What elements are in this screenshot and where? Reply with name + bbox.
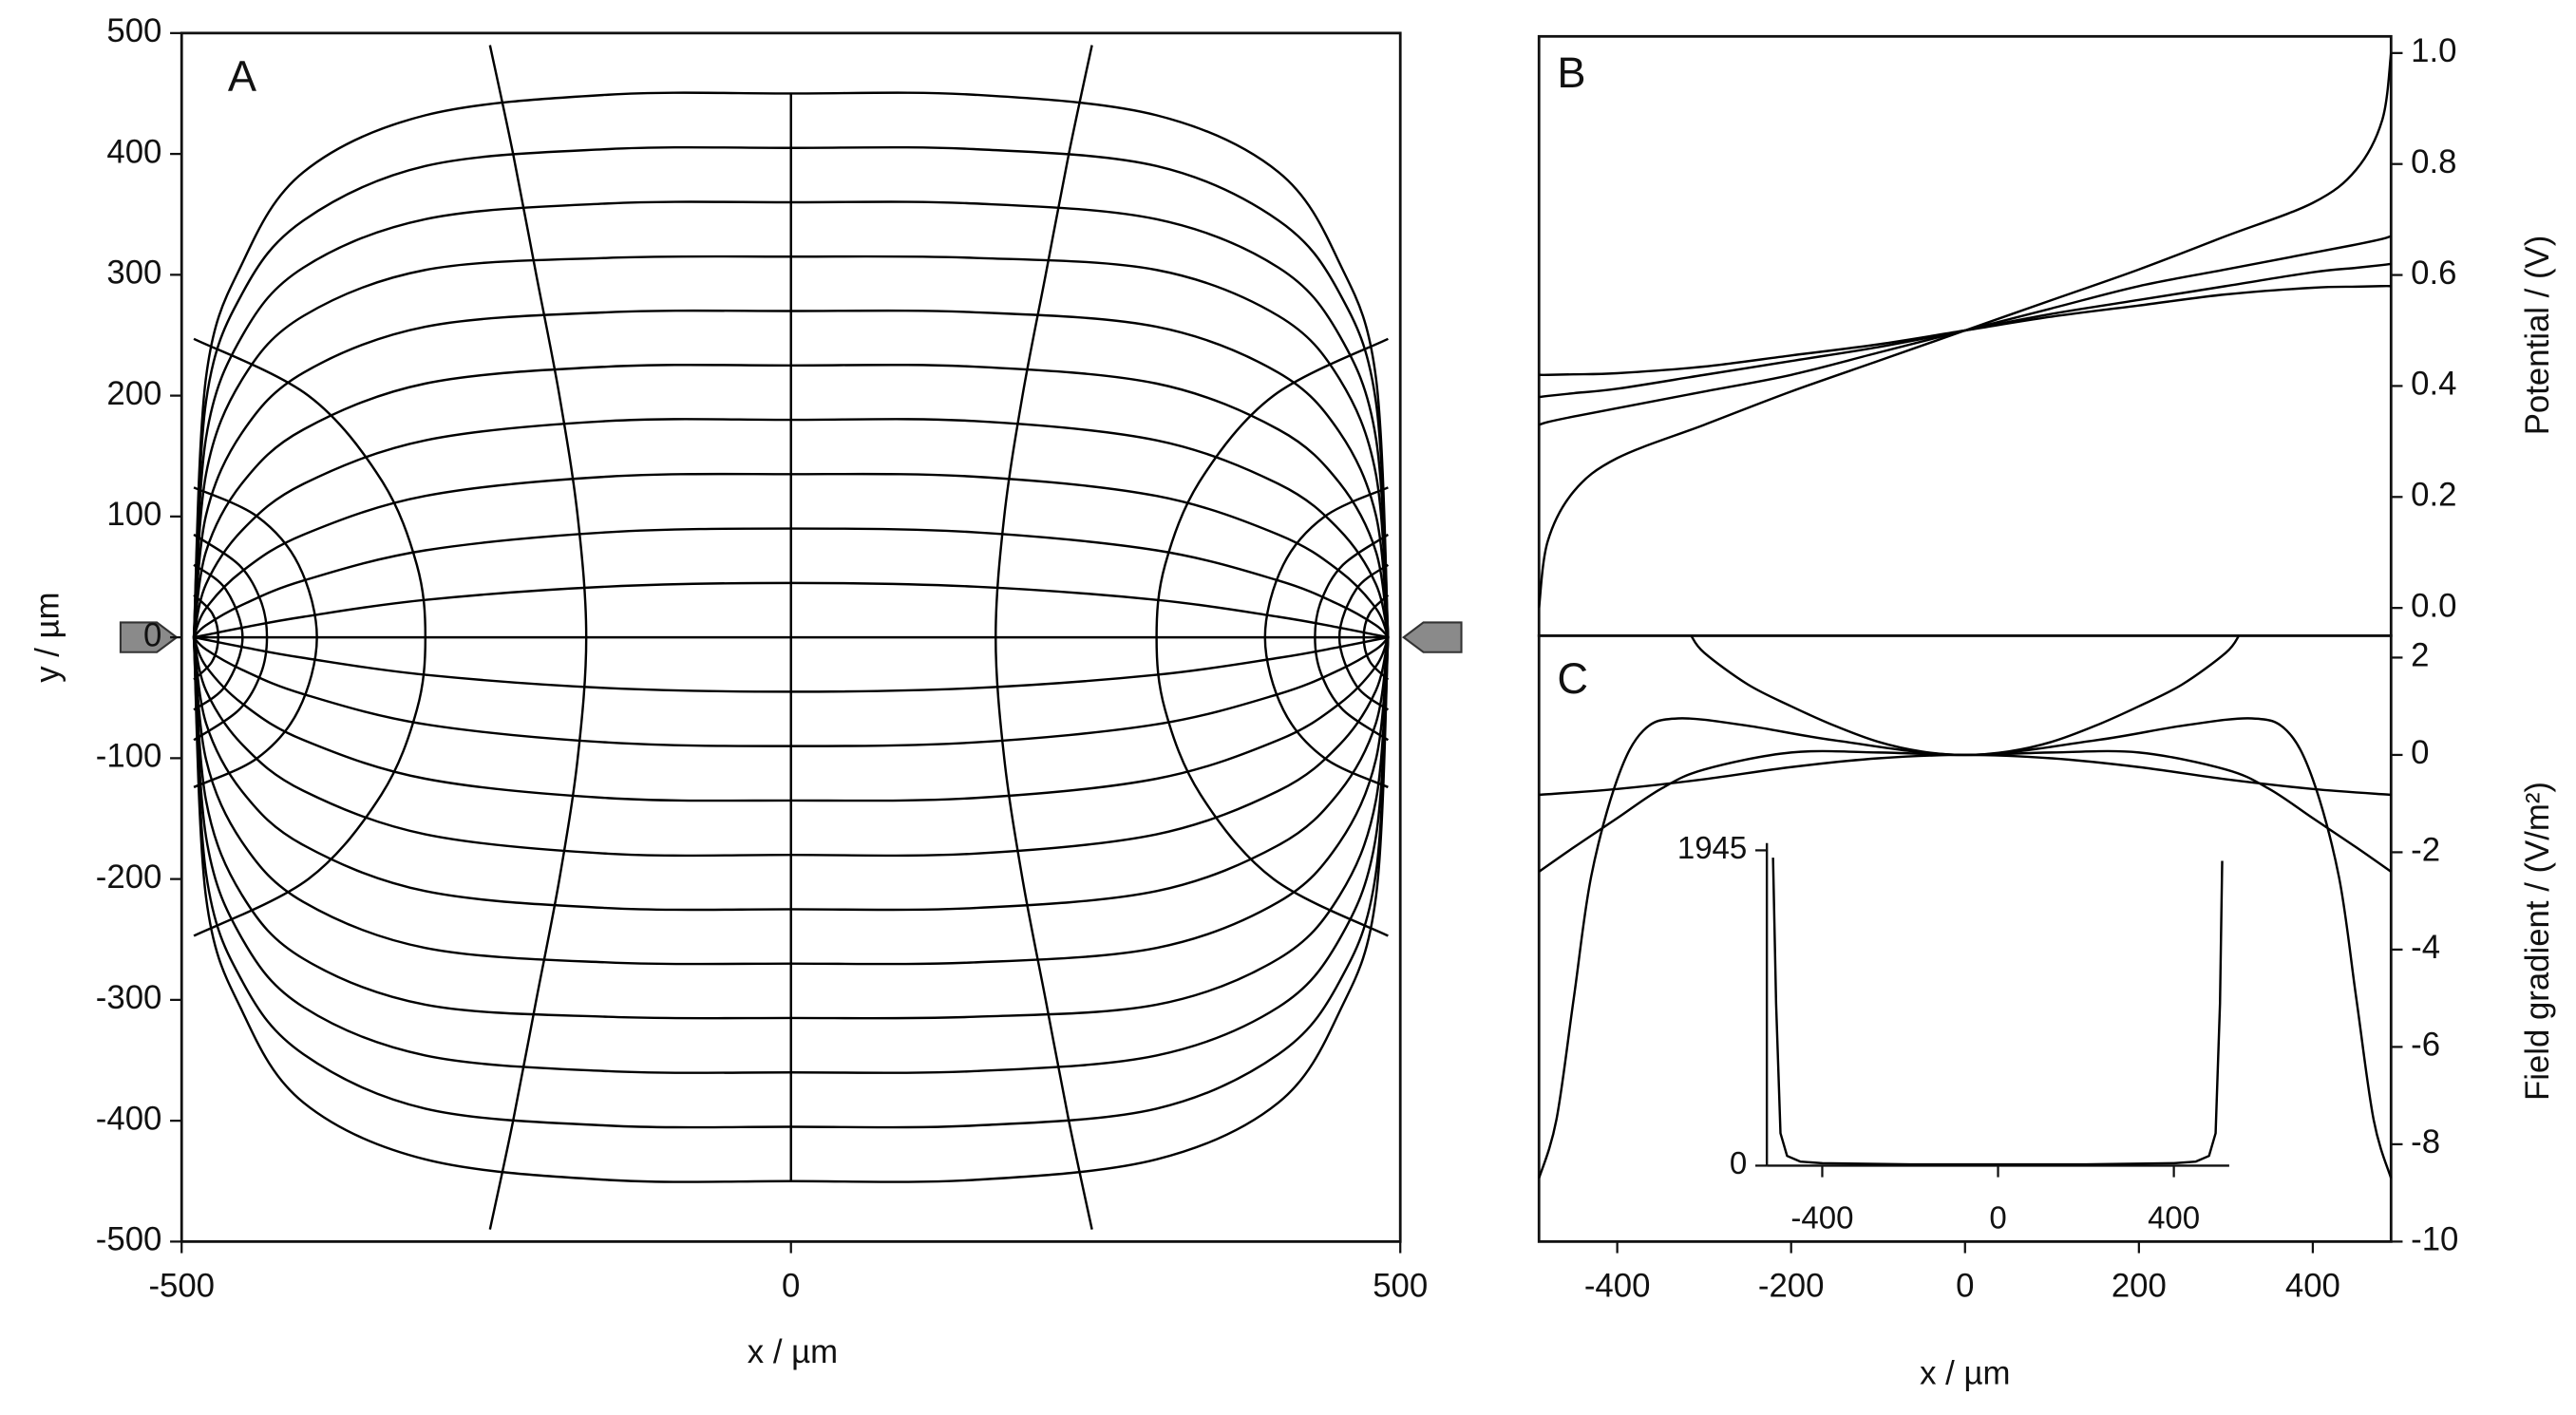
- curve: [1538, 717, 2393, 1179]
- curve: [488, 45, 588, 1230]
- curve: [1337, 563, 1390, 711]
- y-tick-label: 0: [2411, 735, 2429, 771]
- y-tick-label: 1.0: [2411, 33, 2456, 69]
- y-tick-label: 200: [106, 376, 161, 412]
- y-tick-label: 500: [106, 13, 161, 49]
- x-axis-label: x / µm: [1920, 1355, 2010, 1391]
- curve: [1538, 749, 2392, 873]
- y-tick-label: 1945: [1677, 830, 1747, 865]
- y-tick-label: 300: [106, 255, 161, 292]
- y-tick-label: 100: [106, 497, 161, 533]
- panel-label: A: [228, 51, 257, 100]
- curve: [1155, 337, 1389, 937]
- curve: [193, 563, 244, 711]
- y-axis-label: y / µm: [29, 592, 66, 682]
- curve: [1362, 594, 1390, 681]
- left-electrode: [119, 621, 179, 653]
- x-tick-label: 0: [1956, 1268, 1974, 1304]
- y-axis-label: Potential / (V): [2520, 236, 2556, 436]
- y-tick-label: -6: [2411, 1028, 2440, 1064]
- y-tick-label: -200: [96, 859, 162, 896]
- x-tick-label: 400: [2148, 1200, 2200, 1236]
- y-tick-label: 2: [2411, 638, 2429, 674]
- curve: [1314, 533, 1390, 742]
- y-tick-label: 0: [143, 617, 161, 653]
- curve: [1539, 753, 2392, 797]
- y-tick-label: -400: [96, 1101, 162, 1137]
- y-tick-label: -300: [96, 980, 162, 1016]
- y-tick-label: -10: [2411, 1222, 2458, 1258]
- y-tick-label: 0.8: [2411, 144, 2456, 180]
- x-tick-label: 400: [2285, 1268, 2340, 1304]
- x-tick-label: 0: [1989, 1200, 2006, 1236]
- y-tick-label: 400: [106, 134, 161, 170]
- curve: [994, 45, 1093, 1230]
- x-tick-label: 200: [2112, 1268, 2167, 1304]
- curve: [193, 533, 269, 742]
- y-axis-label: Field gradient / (V/m²): [2520, 782, 2556, 1101]
- plot-frame: [1537, 34, 2393, 637]
- y-tick-label: 0.0: [2411, 588, 2456, 624]
- y-tick-label: -4: [2411, 930, 2440, 966]
- y-tick-label: -500: [96, 1222, 162, 1258]
- x-tick-label: -400: [1584, 1268, 1651, 1304]
- y-tick-label: 0.4: [2411, 367, 2456, 403]
- x-tick-label: -500: [148, 1268, 215, 1304]
- x-tick-label: -200: [1758, 1268, 1825, 1304]
- x-tick-label: 0: [782, 1268, 800, 1304]
- panel-label: C: [1557, 654, 1588, 703]
- y-tick-label: 0: [1730, 1145, 1747, 1180]
- y-tick-label: 0.2: [2411, 477, 2456, 513]
- right-electrode: [1401, 621, 1463, 653]
- x-axis-label: x / µm: [748, 1334, 838, 1370]
- curve: [1539, 284, 2392, 377]
- y-tick-label: 0.6: [2411, 255, 2456, 292]
- x-tick-label: -400: [1790, 1200, 1853, 1236]
- curve: [193, 337, 427, 937]
- curve: [193, 486, 318, 789]
- panel-label: B: [1557, 48, 1585, 97]
- y-tick-label: -2: [2411, 833, 2440, 869]
- curve: [1263, 486, 1389, 789]
- curve: [193, 594, 219, 681]
- curve: [1771, 858, 2224, 1166]
- x-tick-label: 500: [1373, 1268, 1428, 1304]
- plot-frame: [1537, 633, 2393, 1243]
- y-tick-label: -100: [96, 739, 162, 775]
- y-tick-label: -8: [2411, 1124, 2440, 1160]
- curve: [1690, 634, 2241, 757]
